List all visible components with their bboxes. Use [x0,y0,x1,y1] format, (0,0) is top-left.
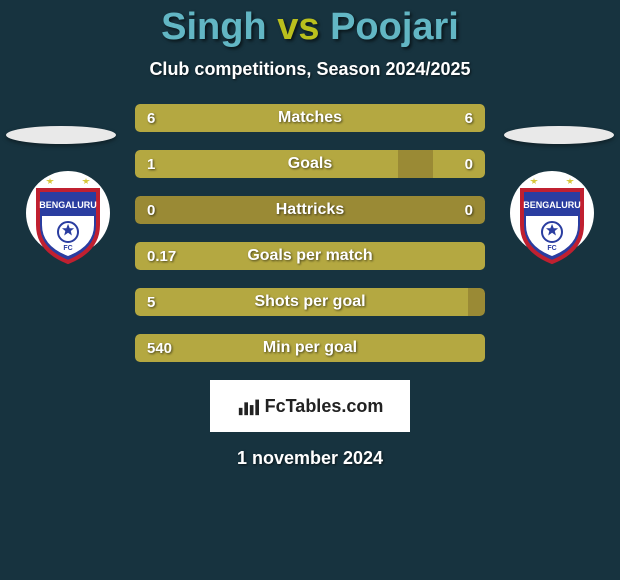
chart-bars-icon [237,395,259,417]
stat-label: Goals [135,150,485,178]
svg-text:FC: FC [63,245,72,252]
subtitle: Club competitions, Season 2024/2025 [0,59,620,80]
shadow-ellipse-right [504,126,614,144]
stat-label: Goals per match [135,242,485,270]
player2-name: Poojari [330,6,459,48]
watermark-text: FcTables.com [265,396,384,417]
stat-value-left: 5 [147,288,155,316]
stat-row: Goals per match0.17 [135,242,485,270]
svg-text:FC: FC [547,245,556,252]
stat-row: Shots per goal5 [135,288,485,316]
stat-label: Matches [135,104,485,132]
stat-value-right: 6 [465,104,473,132]
stat-row: Min per goal540 [135,334,485,362]
svg-text:BENGALURU: BENGALURU [523,200,581,210]
stat-value-left: 6 [147,104,155,132]
stats-container: Matches66Goals10Hattricks00Goals per mat… [135,104,485,362]
vs-text: vs [277,6,319,48]
stat-value-right: 0 [465,150,473,178]
page-title: Singh vs Poojari [0,0,620,49]
date-text: 1 november 2024 [0,448,620,469]
stat-value-right: 0 [465,196,473,224]
player1-name: Singh [161,6,267,48]
club-crest-left: BENGALURU FC [18,170,118,270]
stat-value-left: 0.17 [147,242,176,270]
stat-value-left: 540 [147,334,172,362]
stat-label: Min per goal [135,334,485,362]
club-crest-right: BENGALURU FC [502,170,602,270]
stat-label: Shots per goal [135,288,485,316]
shadow-ellipse-left [6,126,116,144]
svg-text:BENGALURU: BENGALURU [39,200,97,210]
stat-label: Hattricks [135,196,485,224]
stat-row: Goals1 0 [135,150,485,178]
stat-row: Hattricks0 0 [135,196,485,224]
stat-value-left: 0 [147,196,155,224]
stat-value-left: 1 [147,150,155,178]
watermark: FcTables.com [210,380,410,432]
stat-row: Matches6 6 [135,104,485,132]
